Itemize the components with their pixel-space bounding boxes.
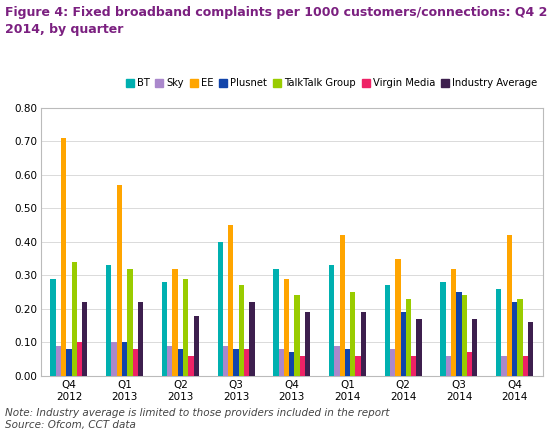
Bar bbox=[456, 292, 461, 376]
Bar bbox=[523, 356, 528, 376]
Bar bbox=[461, 295, 467, 376]
Bar bbox=[127, 269, 133, 376]
Legend: BT, Sky, EE, Plusnet, TalkTalk Group, Virgin Media, Industry Average: BT, Sky, EE, Plusnet, TalkTalk Group, Vi… bbox=[125, 78, 538, 88]
Bar bbox=[496, 289, 501, 376]
Bar bbox=[305, 312, 310, 376]
Bar bbox=[501, 356, 507, 376]
Bar bbox=[411, 356, 416, 376]
Bar bbox=[361, 312, 366, 376]
Bar bbox=[441, 282, 446, 376]
Bar bbox=[66, 349, 72, 376]
Bar bbox=[273, 269, 278, 376]
Bar bbox=[390, 349, 395, 376]
Bar bbox=[239, 286, 244, 376]
Bar bbox=[350, 292, 356, 376]
Bar bbox=[218, 242, 223, 376]
Bar bbox=[106, 265, 111, 376]
Bar bbox=[193, 315, 199, 376]
Text: Note: Industry average is limited to those providers included in the report
Sour: Note: Industry average is limited to tho… bbox=[5, 408, 390, 430]
Bar bbox=[82, 302, 88, 376]
Bar bbox=[467, 353, 472, 376]
Bar bbox=[451, 269, 456, 376]
Bar bbox=[528, 322, 533, 376]
Bar bbox=[300, 356, 305, 376]
Bar bbox=[183, 279, 189, 376]
Bar bbox=[138, 302, 143, 376]
Bar bbox=[189, 356, 193, 376]
Bar bbox=[512, 302, 517, 376]
Bar bbox=[117, 185, 122, 376]
Bar bbox=[278, 349, 284, 376]
Bar bbox=[228, 225, 233, 376]
Bar bbox=[111, 342, 117, 376]
Bar bbox=[233, 349, 239, 376]
Bar bbox=[289, 353, 294, 376]
Bar bbox=[334, 346, 340, 376]
Bar bbox=[284, 279, 289, 376]
Bar bbox=[446, 356, 451, 376]
Bar bbox=[385, 286, 390, 376]
Bar bbox=[223, 346, 228, 376]
Bar bbox=[329, 265, 334, 376]
Bar bbox=[294, 295, 300, 376]
Bar bbox=[395, 259, 401, 376]
Bar bbox=[472, 319, 477, 376]
Bar bbox=[61, 138, 66, 376]
Bar bbox=[517, 299, 523, 376]
Bar bbox=[162, 282, 167, 376]
Text: Figure 4: Fixed broadband complaints per 1000 customers/connections: Q4 2012 – Q: Figure 4: Fixed broadband complaints per… bbox=[5, 6, 548, 36]
Bar bbox=[401, 312, 406, 376]
Bar bbox=[356, 356, 361, 376]
Bar bbox=[167, 346, 173, 376]
Bar bbox=[77, 342, 82, 376]
Bar bbox=[249, 302, 255, 376]
Bar bbox=[406, 299, 411, 376]
Bar bbox=[56, 346, 61, 376]
Bar bbox=[122, 342, 127, 376]
Bar bbox=[50, 279, 56, 376]
Bar bbox=[244, 349, 249, 376]
Bar bbox=[340, 235, 345, 376]
Bar bbox=[133, 349, 138, 376]
Bar bbox=[178, 349, 183, 376]
Bar bbox=[72, 262, 77, 376]
Bar bbox=[507, 235, 512, 376]
Bar bbox=[416, 319, 422, 376]
Bar bbox=[345, 349, 350, 376]
Bar bbox=[173, 269, 178, 376]
